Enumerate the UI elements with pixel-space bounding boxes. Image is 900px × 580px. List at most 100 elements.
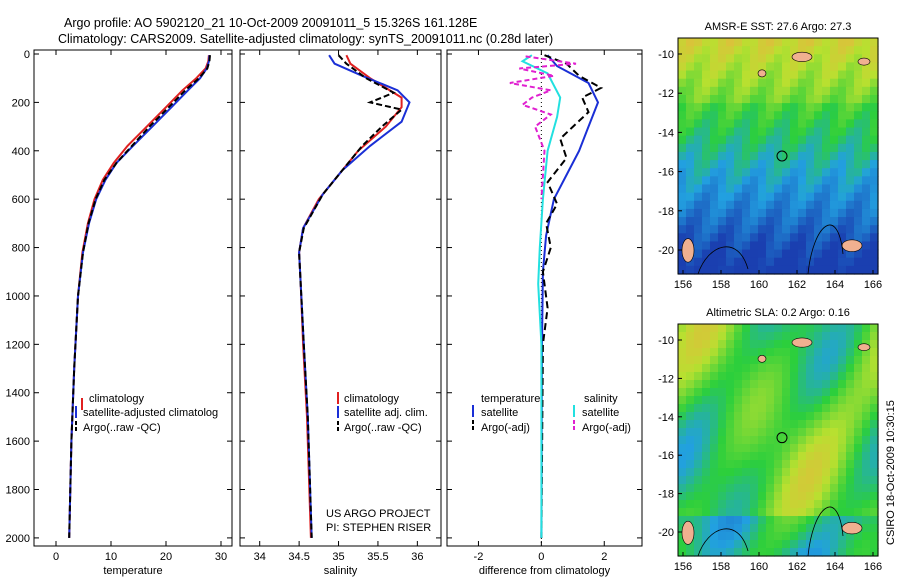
map-cell: [838, 151, 847, 161]
map-y-tick-label: -18: [658, 489, 674, 501]
map-cell: [686, 388, 695, 397]
map-cell: [678, 436, 687, 445]
map-cell: [830, 78, 839, 88]
map-cell: [686, 412, 695, 421]
map-cell: [798, 372, 807, 381]
map-cell: [734, 103, 743, 112]
map-cell: [678, 348, 687, 357]
map-cell: [726, 412, 735, 421]
map-cell: [814, 233, 823, 243]
island-shape: [681, 238, 695, 263]
map-cell: [782, 160, 791, 169]
map-cell: [726, 356, 735, 365]
map-cell: [798, 184, 807, 194]
map-cell: [846, 548, 855, 557]
map-cell: [806, 420, 815, 429]
map-cell: [726, 492, 735, 501]
map-cell: [758, 143, 767, 153]
map-cell: [862, 62, 871, 72]
map-cell: [710, 436, 719, 445]
map-cell: [694, 249, 703, 259]
side-timestamp: CSIRO 18-Oct-2009 10:30:15: [885, 400, 897, 545]
map-cell: [774, 192, 783, 202]
map-cell: [838, 404, 847, 413]
map-cell: [734, 468, 743, 477]
map-cell: [814, 151, 823, 161]
map-cell: [822, 176, 831, 186]
map-cell: [774, 372, 783, 381]
map-cell: [798, 70, 807, 80]
pi-label: PI: STEPHEN RISER: [326, 522, 431, 534]
map-cell: [782, 127, 791, 137]
map-cell: [814, 356, 823, 365]
map-cell: [814, 476, 823, 485]
map-cell: [766, 192, 775, 202]
map-cell: [790, 540, 799, 549]
map-cell: [838, 46, 847, 55]
map-cell: [870, 151, 879, 161]
map-cell: [822, 396, 831, 405]
map-cell: [854, 70, 863, 80]
map-cell: [782, 192, 791, 202]
map-cell: [814, 225, 823, 234]
map-cell: [758, 94, 767, 104]
map-cell: [718, 508, 727, 517]
map-cell: [750, 540, 759, 549]
map-cell: [862, 38, 871, 47]
map-cell: [854, 420, 863, 429]
map-cell: [806, 332, 815, 341]
map-cell: [718, 233, 727, 243]
map-cell: [710, 396, 719, 405]
sla-map: 156 158 160 162 164 166-10-12-14-16-18-20: [658, 323, 882, 573]
map-cell: [774, 38, 783, 47]
map-cell: [806, 225, 815, 234]
map-cell: [806, 46, 815, 55]
map-cell: [854, 192, 863, 202]
map-cell: [694, 168, 703, 177]
map-cell: [702, 468, 711, 477]
map-cell: [798, 103, 807, 112]
map-cell: [750, 78, 759, 88]
map-cell: [790, 324, 799, 333]
map-cell: [694, 388, 703, 397]
map-cell: [862, 492, 871, 501]
map-cell: [678, 340, 687, 349]
map-cell: [742, 135, 751, 145]
map-cell: [846, 420, 855, 429]
map-cell: [798, 516, 807, 525]
map-cell: [806, 168, 815, 177]
map-cell: [766, 86, 775, 96]
map-cell: [734, 168, 743, 177]
map-cell: [814, 372, 823, 381]
map-cell: [838, 420, 847, 429]
map-cell: [758, 151, 767, 161]
map-cell: [718, 548, 727, 557]
map-cell: [838, 265, 847, 275]
map-cell: [814, 388, 823, 397]
map-cell: [846, 176, 855, 186]
map-cell: [798, 192, 807, 202]
map-cell: [678, 168, 687, 177]
map-cell: [710, 516, 719, 525]
map-cell: [678, 484, 687, 493]
map-cell: [718, 428, 727, 437]
map-cell: [782, 324, 791, 333]
map-cell: [854, 265, 863, 275]
map-cell: [806, 233, 815, 243]
map-cell: [798, 468, 807, 477]
plot-frame: [33, 49, 233, 547]
map-cell: [694, 103, 703, 112]
map-cell: [686, 348, 695, 357]
map-cell: [814, 412, 823, 421]
map-cell: [870, 524, 879, 533]
map-cell: [854, 176, 863, 186]
map-cell: [694, 428, 703, 437]
map-cell: [830, 176, 839, 186]
map-cell: [710, 508, 719, 517]
map-cell: [806, 78, 815, 88]
map-cell: [702, 396, 711, 405]
map-cell: [718, 38, 727, 47]
map-cell: [798, 225, 807, 234]
map-cell: [694, 200, 703, 210]
map-cell: [854, 436, 863, 445]
